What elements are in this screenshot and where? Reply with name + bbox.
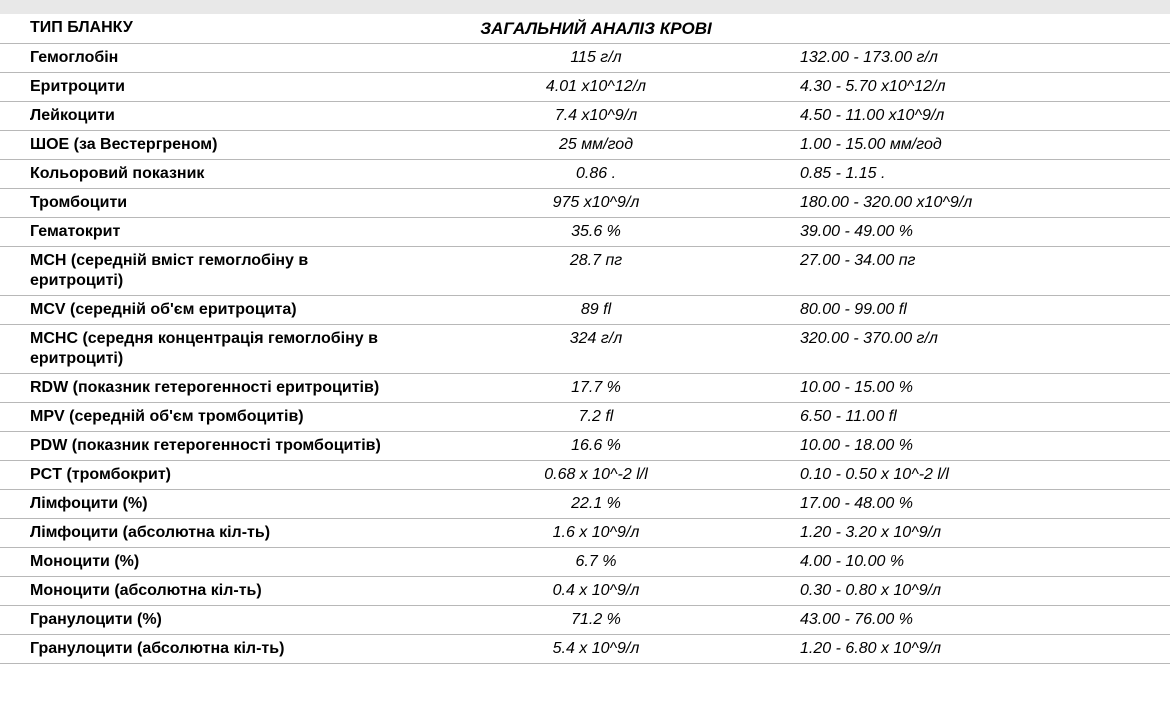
param-cell: RDW (показник гетерогенності еритроцитів… bbox=[0, 374, 390, 403]
table-row: MCHC (середня концентрація гемоглобіну в… bbox=[0, 325, 1170, 374]
result-cell: 6.7 % bbox=[390, 548, 780, 577]
result-cell: 7.2 fl bbox=[390, 403, 780, 432]
result-cell: 16.6 % bbox=[390, 432, 780, 461]
header-range bbox=[780, 14, 1170, 44]
param-cell: Гранулоцити (абсолютна кіл-ть) bbox=[0, 635, 390, 664]
result-cell: 4.01 x10^12/л bbox=[390, 73, 780, 102]
param-cell: PDW (показник гетерогенності тромбоцитів… bbox=[0, 432, 390, 461]
param-cell: Гранулоцити (%) bbox=[0, 606, 390, 635]
range-cell: 1.20 - 3.20 x 10^9/л bbox=[780, 519, 1170, 548]
result-cell: 22.1 % bbox=[390, 490, 780, 519]
result-cell: 71.2 % bbox=[390, 606, 780, 635]
table-row: PDW (показник гетерогенності тромбоцитів… bbox=[0, 432, 1170, 461]
range-cell: 6.50 - 11.00 fl bbox=[780, 403, 1170, 432]
range-cell: 4.30 - 5.70 x10^12/л bbox=[780, 73, 1170, 102]
table-body: Гемоглобін115 г/л132.00 - 173.00 г/лЕрит… bbox=[0, 44, 1170, 664]
result-cell: 0.68 x 10^-2 l/l bbox=[390, 461, 780, 490]
param-cell: MCV (середній об'єм еритроцита) bbox=[0, 296, 390, 325]
range-cell: 320.00 - 370.00 г/л bbox=[780, 325, 1170, 374]
param-cell: MCHC (середня концентрація гемоглобіну в… bbox=[0, 325, 390, 374]
table-row: Гранулоцити (%)71.2 %43.00 - 76.00 % bbox=[0, 606, 1170, 635]
range-cell: 180.00 - 320.00 x10^9/л bbox=[780, 189, 1170, 218]
table-header-row: ТИП БЛАНКУ ЗАГАЛЬНИЙ АНАЛІЗ КРОВІ bbox=[0, 14, 1170, 44]
result-cell: 975 x10^9/л bbox=[390, 189, 780, 218]
range-cell: 27.00 - 34.00 пг bbox=[780, 247, 1170, 296]
param-cell: Лімфоцити (абсолютна кіл-ть) bbox=[0, 519, 390, 548]
table-row: RDW (показник гетерогенності еритроцитів… bbox=[0, 374, 1170, 403]
param-cell: Еритроцити bbox=[0, 73, 390, 102]
table-row: Лімфоцити (%)22.1 %17.00 - 48.00 % bbox=[0, 490, 1170, 519]
result-cell: 0.4 x 10^9/л bbox=[390, 577, 780, 606]
range-cell: 0.10 - 0.50 x 10^-2 l/l bbox=[780, 461, 1170, 490]
param-cell: PCT (тромбокрит) bbox=[0, 461, 390, 490]
table-row: Гемоглобін115 г/л132.00 - 173.00 г/л bbox=[0, 44, 1170, 73]
table-row: Моноцити (%)6.7 %4.00 - 10.00 % bbox=[0, 548, 1170, 577]
range-cell: 4.00 - 10.00 % bbox=[780, 548, 1170, 577]
result-cell: 1.6 x 10^9/л bbox=[390, 519, 780, 548]
result-cell: 25 мм/год bbox=[390, 131, 780, 160]
range-cell: 43.00 - 76.00 % bbox=[780, 606, 1170, 635]
param-cell: Тромбоцити bbox=[0, 189, 390, 218]
table-row: MPV (середній об'єм тромбоцитів)7.2 fl6.… bbox=[0, 403, 1170, 432]
range-cell: 17.00 - 48.00 % bbox=[780, 490, 1170, 519]
table-row: Моноцити (абсолютна кіл-ть)0.4 x 10^9/л0… bbox=[0, 577, 1170, 606]
param-cell: Гематокрит bbox=[0, 218, 390, 247]
range-cell: 0.30 - 0.80 x 10^9/л bbox=[780, 577, 1170, 606]
table-row: PCT (тромбокрит)0.68 x 10^-2 l/l0.10 - 0… bbox=[0, 461, 1170, 490]
table-row: MCV (середній об'єм еритроцита)89 fl80.0… bbox=[0, 296, 1170, 325]
param-cell: Кольоровий показник bbox=[0, 160, 390, 189]
range-cell: 4.50 - 11.00 x10^9/л bbox=[780, 102, 1170, 131]
result-cell: 7.4 x10^9/л bbox=[390, 102, 780, 131]
range-cell: 1.20 - 6.80 x 10^9/л bbox=[780, 635, 1170, 664]
range-cell: 10.00 - 15.00 % bbox=[780, 374, 1170, 403]
result-cell: 324 г/л bbox=[390, 325, 780, 374]
table-row: Гранулоцити (абсолютна кіл-ть)5.4 x 10^9… bbox=[0, 635, 1170, 664]
result-cell: 115 г/л bbox=[390, 44, 780, 73]
result-cell: 35.6 % bbox=[390, 218, 780, 247]
param-cell: Лімфоцити (%) bbox=[0, 490, 390, 519]
range-cell: 39.00 - 49.00 % bbox=[780, 218, 1170, 247]
table-row: MCH (середній вміст гемоглобіну в еритро… bbox=[0, 247, 1170, 296]
table-row: ШОЕ (за Вестергреном)25 мм/год1.00 - 15.… bbox=[0, 131, 1170, 160]
table-row: Гематокрит35.6 %39.00 - 49.00 % bbox=[0, 218, 1170, 247]
result-cell: 5.4 x 10^9/л bbox=[390, 635, 780, 664]
header-param: ТИП БЛАНКУ bbox=[0, 14, 390, 44]
param-cell: Моноцити (абсолютна кіл-ть) bbox=[0, 577, 390, 606]
param-cell: MCH (середній вміст гемоглобіну в еритро… bbox=[0, 247, 390, 296]
table-row: Тромбоцити975 x10^9/л180.00 - 320.00 x10… bbox=[0, 189, 1170, 218]
result-cell: 89 fl bbox=[390, 296, 780, 325]
table-row: Еритроцити4.01 x10^12/л4.30 - 5.70 x10^1… bbox=[0, 73, 1170, 102]
header-result: ЗАГАЛЬНИЙ АНАЛІЗ КРОВІ bbox=[390, 14, 780, 44]
separator-row bbox=[0, 0, 1170, 14]
range-cell: 10.00 - 18.00 % bbox=[780, 432, 1170, 461]
table-row: Кольоровий показник0.86 .0.85 - 1.15 . bbox=[0, 160, 1170, 189]
param-cell: Моноцити (%) bbox=[0, 548, 390, 577]
range-cell: 80.00 - 99.00 fl bbox=[780, 296, 1170, 325]
param-cell: ШОЕ (за Вестергреном) bbox=[0, 131, 390, 160]
table-row: Лейкоцити7.4 x10^9/л4.50 - 11.00 x10^9/л bbox=[0, 102, 1170, 131]
table-row: Лімфоцити (абсолютна кіл-ть)1.6 x 10^9/л… bbox=[0, 519, 1170, 548]
result-cell: 28.7 пг bbox=[390, 247, 780, 296]
param-cell: Гемоглобін bbox=[0, 44, 390, 73]
param-cell: MPV (середній об'єм тромбоцитів) bbox=[0, 403, 390, 432]
range-cell: 132.00 - 173.00 г/л bbox=[780, 44, 1170, 73]
range-cell: 0.85 - 1.15 . bbox=[780, 160, 1170, 189]
lab-results-table: ТИП БЛАНКУ ЗАГАЛЬНИЙ АНАЛІЗ КРОВІ Гемогл… bbox=[0, 0, 1170, 664]
result-cell: 17.7 % bbox=[390, 374, 780, 403]
result-cell: 0.86 . bbox=[390, 160, 780, 189]
param-cell: Лейкоцити bbox=[0, 102, 390, 131]
range-cell: 1.00 - 15.00 мм/год bbox=[780, 131, 1170, 160]
